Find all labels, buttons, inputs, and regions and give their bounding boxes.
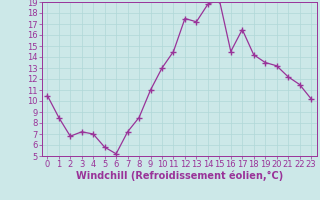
X-axis label: Windchill (Refroidissement éolien,°C): Windchill (Refroidissement éolien,°C) bbox=[76, 171, 283, 181]
